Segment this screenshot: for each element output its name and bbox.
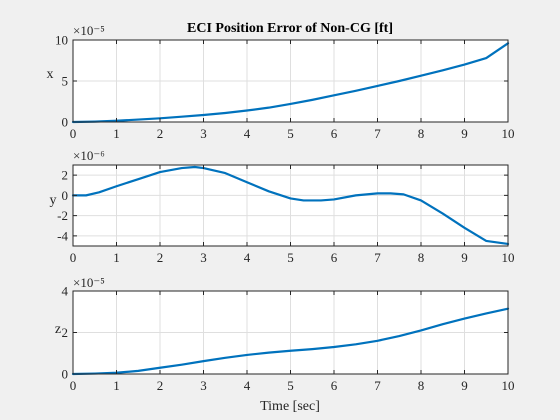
y-tick-label: 2	[62, 168, 69, 183]
x-tick-label: 10	[502, 250, 515, 265]
x-tick-label: 0	[70, 126, 77, 141]
exponent-label-x: ×10⁻⁵	[73, 23, 105, 38]
x-axis-label: Time [sec]	[260, 399, 320, 414]
y-axis-label-y: y	[50, 193, 57, 208]
series-line-z	[71, 307, 510, 376]
y-tick-label: 4	[62, 284, 69, 299]
x-tick-label: 10	[502, 378, 515, 393]
x-tick-label: 9	[461, 378, 468, 393]
y-tick-label: 2	[62, 325, 69, 340]
x-tick-label: 5	[287, 250, 294, 265]
series-line-y	[71, 165, 510, 246]
x-tick-label: 8	[418, 126, 425, 141]
x-tick-label: 3	[200, 250, 207, 265]
subplot-y: ×10⁻⁶ y 0 1 2 3 4 5 6 7 8 9 10 -4 -2 0 2	[50, 148, 515, 265]
x-tick-label: 6	[331, 250, 338, 265]
y-tick-label: 0	[62, 188, 69, 203]
y-tick-label: 0	[62, 115, 69, 130]
x-tick-label: 3	[200, 126, 207, 141]
x-tick-label: 9	[461, 126, 468, 141]
x-tick-label: 3	[200, 378, 207, 393]
series-line-x	[71, 42, 510, 124]
exponent-label-z: ×10⁻⁵	[73, 275, 105, 290]
x-tick-label: 1	[113, 378, 120, 393]
subplot-z: ×10⁻⁵ z Time [sec] 0 1 2 3 4 5 6 7 8 9 10 0 2 4	[55, 275, 515, 414]
chart-title: ECI Position Error of Non-CG [ft]	[187, 21, 393, 36]
x-tick-label: 7	[374, 126, 381, 141]
x-tick-label: 7	[374, 378, 381, 393]
x-tick-label: 4	[244, 250, 251, 265]
x-tick-label: 9	[461, 250, 468, 265]
x-tick-label: 4	[244, 126, 251, 141]
y-tick-label: -2	[57, 208, 68, 223]
x-tick-label: 5	[287, 378, 294, 393]
x-tick-label: 0	[70, 378, 77, 393]
x-tick-label: 0	[70, 250, 77, 265]
y-tick-label: -4	[57, 228, 68, 243]
x-tick-label: 6	[331, 378, 338, 393]
y-axis-label-z: z	[55, 322, 61, 337]
subplot-x: ×10⁻⁵ x 0 1 2 3 4 5 6 7 8 9 10 0 5 10	[47, 23, 515, 141]
x-tick-label: 2	[157, 126, 164, 141]
y-tick-label: 0	[62, 367, 69, 382]
x-tick-label: 1	[113, 126, 120, 141]
x-tick-label: 4	[244, 378, 251, 393]
y-tick-label: 5	[62, 74, 69, 89]
x-tick-label: 5	[287, 126, 294, 141]
x-tick-label: 6	[331, 126, 338, 141]
x-tick-label: 8	[418, 378, 425, 393]
x-tick-label: 2	[157, 250, 164, 265]
x-tick-label: 1	[113, 250, 120, 265]
x-tick-label: 2	[157, 378, 164, 393]
y-tick-label: 10	[55, 33, 68, 48]
y-axis-label-x: x	[47, 67, 54, 82]
x-tick-label: 8	[418, 250, 425, 265]
x-tick-label: 7	[374, 250, 381, 265]
exponent-label-y: ×10⁻⁶	[73, 148, 105, 163]
x-tick-label: 10	[502, 126, 515, 141]
